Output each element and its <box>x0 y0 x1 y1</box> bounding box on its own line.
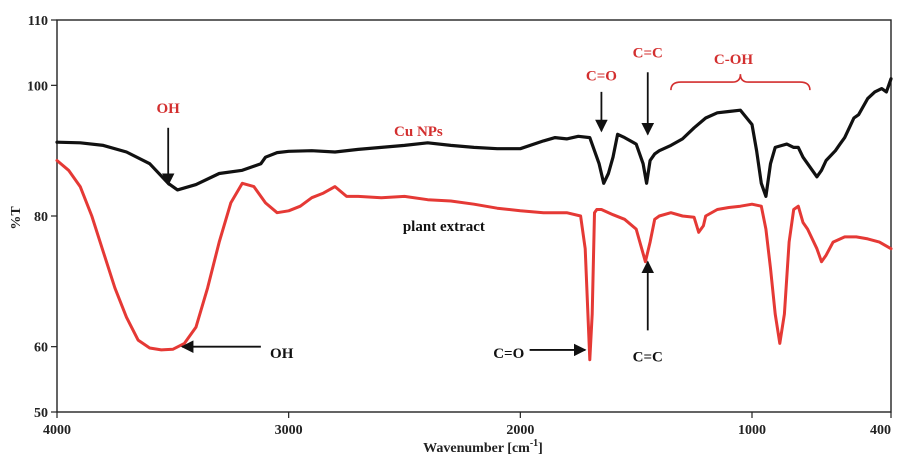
annotation-layer: OH Cu NPs C=O C=C C-OH plant extract OH C=O C=C <box>157 46 811 365</box>
annotation-label: C-OH <box>714 52 753 68</box>
x-tick-label: 4000 <box>43 423 71 438</box>
annotation-label: C=C <box>633 349 663 365</box>
series-line-cu-nps <box>55 77 893 198</box>
x-axis-title-sup: -1 <box>530 438 538 449</box>
annotation-brace <box>670 74 811 91</box>
y-axis-ticks: 50 60 80 100 110 <box>27 14 57 421</box>
annotation-label: OH <box>270 346 294 362</box>
x-tick-label: 1000 <box>738 423 766 438</box>
y-tick-label: 110 <box>28 14 48 29</box>
y-tick-label: 50 <box>34 406 48 421</box>
series-layer <box>55 77 893 362</box>
annotation-label: plant extract <box>403 219 485 235</box>
x-axis-title: Wavenumber [cm-1] <box>423 438 543 456</box>
annotation-label: Cu NPs <box>394 124 443 140</box>
annotation-label: OH <box>157 101 181 117</box>
plot-frame <box>56 19 892 413</box>
x-tick-label: 2000 <box>506 423 534 438</box>
x-tick-label: 3000 <box>275 423 303 438</box>
y-axis-title: %T <box>9 206 24 230</box>
x-axis-ticks: 4000 3000 2000 1000 400 <box>43 412 892 438</box>
x-tick-label: 400 <box>870 423 891 438</box>
x-axis-title-end: ] <box>538 441 543 456</box>
y-tick-label: 80 <box>34 210 48 225</box>
annotation-label: C=O <box>493 346 524 362</box>
x-axis-title-main: Wavenumber [cm <box>423 441 530 456</box>
annotation-label: C=O <box>586 69 617 85</box>
y-tick-label: 60 <box>34 341 48 356</box>
series-line-plant-extract <box>55 159 893 362</box>
annotation-label: C=C <box>633 46 663 62</box>
y-tick-label: 100 <box>27 79 48 94</box>
